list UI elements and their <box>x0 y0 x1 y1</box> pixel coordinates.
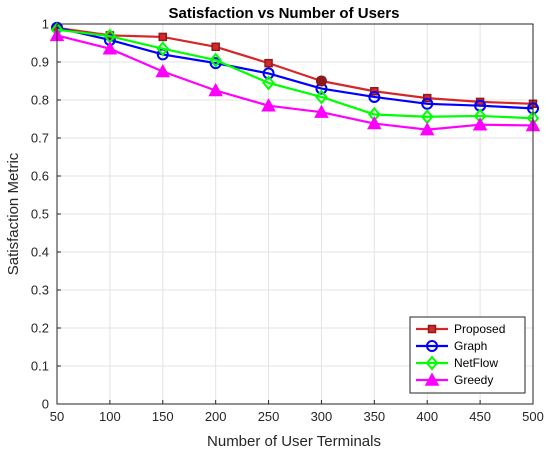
data-point-proposed <box>158 32 168 42</box>
legend-label-proposed: Proposed <box>454 322 505 336</box>
series-greedy <box>49 27 541 136</box>
legend-item-greedy: Greedy <box>416 372 493 387</box>
y-tick-label: 0.4 <box>31 245 49 260</box>
y-tick-label: 0.5 <box>31 207 49 222</box>
legend-label-greedy: Greedy <box>454 373 493 387</box>
data-point-greedy <box>314 104 329 118</box>
y-tick-label: 0.6 <box>31 169 49 184</box>
y-axis-ticks: 0 0.1 0.2 0.3 0.4 0.5 0.6 0.7 0.8 0.9 1 <box>31 17 61 412</box>
series-layer <box>49 21 541 136</box>
data-point-greedy <box>208 82 223 97</box>
legend-label-graph: Graph <box>454 339 487 353</box>
data-point-netflow <box>209 52 222 68</box>
x-axis-label: Number of User Terminals <box>207 433 381 450</box>
chart-title: Satisfaction vs Number of Users <box>169 5 400 22</box>
y-tick-label: 0.8 <box>31 93 49 108</box>
y-tick-label: 1 <box>42 17 49 32</box>
x-tick-label: 350 <box>363 409 385 424</box>
y-tick-label: 0.9 <box>31 55 49 70</box>
x-tick-label: 250 <box>258 409 280 424</box>
data-point-netflow <box>262 75 275 91</box>
data-point-greedy <box>261 98 276 112</box>
data-point-proposed <box>211 42 220 52</box>
x-tick-label: 50 <box>50 409 64 424</box>
legend-label-netflow: NetFlow <box>454 356 498 370</box>
legend-marker-proposed <box>427 324 437 334</box>
highlighted-point <box>315 75 327 87</box>
data-point-greedy <box>419 122 435 136</box>
data-point-graph <box>368 90 381 103</box>
legend-item-proposed: Proposed <box>416 322 505 336</box>
legend-item-graph: Graph <box>416 339 487 353</box>
data-point-graph <box>421 97 434 110</box>
series-line-greedy <box>56 34 534 131</box>
legend-marker-greedy <box>424 372 440 386</box>
y-tick-label: 0.1 <box>31 359 49 374</box>
series-line-netflow <box>56 28 534 120</box>
legend: Proposed Graph NetFlow Greedy <box>409 316 526 394</box>
legend-item-netflow: NetFlow <box>416 355 498 371</box>
x-tick-label: 450 <box>469 409 491 424</box>
y-tick-label: 0.7 <box>31 131 49 146</box>
y-tick-label: 0 <box>42 397 49 412</box>
data-point-greedy <box>472 117 488 131</box>
x-tick-label: 200 <box>205 409 227 424</box>
data-point-netflow <box>156 41 170 57</box>
series-line-graph <box>56 26 534 110</box>
y-axis-label: Satisfaction Metric <box>5 152 22 275</box>
data-point-proposed <box>264 58 273 68</box>
x-tick-label: 400 <box>416 409 438 424</box>
x-tick-label: 100 <box>99 409 121 424</box>
data-point-greedy <box>367 115 382 130</box>
data-point-greedy <box>155 63 171 78</box>
legend-marker-graph <box>426 340 438 352</box>
data-point-greedy <box>102 41 118 55</box>
x-tick-label: 300 <box>311 409 333 424</box>
y-tick-label: 0.2 <box>31 321 49 336</box>
x-axis-ticks: 50 100 150 200 250 300 350 400 450 500 <box>50 400 544 424</box>
x-tick-label: 150 <box>152 409 174 424</box>
legend-marker-netflow <box>425 355 439 371</box>
data-point-netflow <box>315 89 328 105</box>
x-tick-label: 500 <box>522 409 544 424</box>
series-line-proposed <box>56 26 534 105</box>
y-tick-label: 0.3 <box>31 283 49 298</box>
